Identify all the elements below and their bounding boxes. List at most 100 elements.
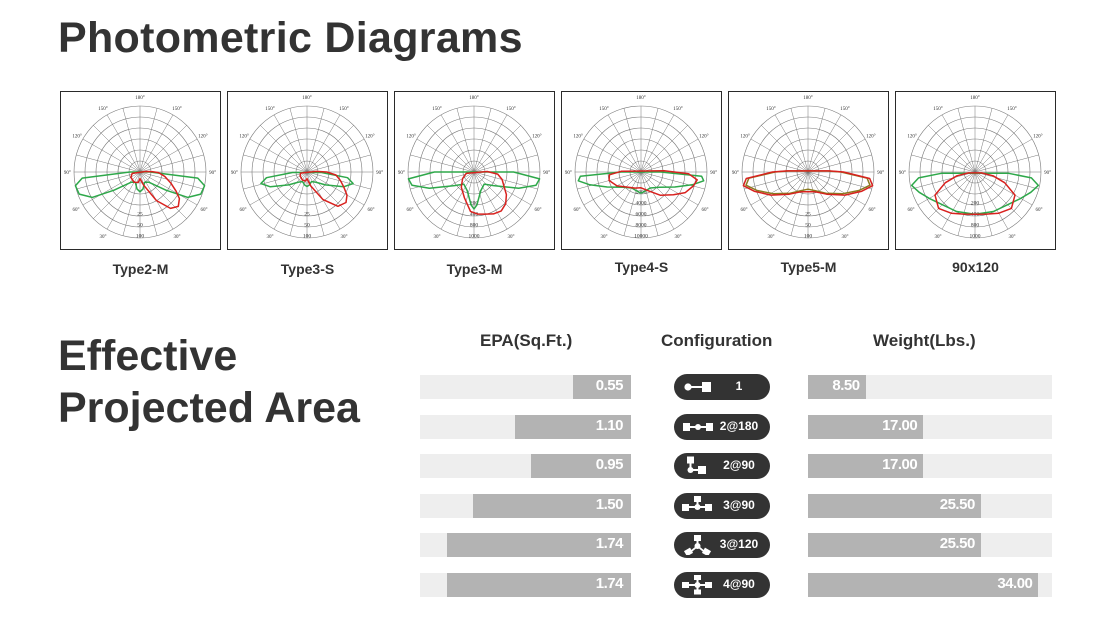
grid-spoke xyxy=(473,171,492,236)
grid-spoke xyxy=(607,114,642,173)
angle-label: 30° xyxy=(768,235,775,240)
angle-label: 150° xyxy=(766,107,776,112)
grid-spoke xyxy=(750,171,809,206)
grid-spoke xyxy=(139,154,204,173)
epa-bar: 1.74 xyxy=(447,572,631,597)
diagram-caption: Type5-M xyxy=(780,259,837,275)
grid-spoke xyxy=(640,125,688,173)
grid-spoke xyxy=(807,171,866,206)
grid-spoke xyxy=(473,154,538,173)
angle-label: 120° xyxy=(907,135,917,140)
radial-label: 25 xyxy=(137,212,143,218)
angle-label: 150° xyxy=(339,107,349,112)
angle-label: 60° xyxy=(368,208,375,213)
configuration-badge: 3@120 xyxy=(674,532,770,558)
diagram-type4-s: 180° 150° 150° 120° 120° 90° 90° 60° 60° 30° 30° 10… xyxy=(561,91,722,275)
radial-label: 10000 xyxy=(634,234,648,240)
epa-value: 0.55 xyxy=(595,377,624,394)
polar-chart: 180° 150° 150° 120° 120° 90° 90° 60° 60° 30° 30° 10… xyxy=(565,96,717,240)
grid-spoke xyxy=(640,171,699,206)
polar-grid xyxy=(73,105,207,239)
grid-spoke xyxy=(473,171,532,206)
weight-value: 8.50 xyxy=(832,377,860,394)
section-title-line: Projected Area xyxy=(58,384,360,432)
grid-spoke xyxy=(640,171,659,236)
angle-label: 60° xyxy=(574,208,581,213)
diagram-frame: 180° 150° 150° 120° 120° 90° 90° 60° 60° 30° 30° 10… xyxy=(561,91,722,250)
polar-chart: 180° 150° 150° 120° 120° 90° 90° 60° 60° 30° 30° 10… xyxy=(899,96,1051,240)
weight-bar-track: 17.00 xyxy=(808,454,1052,478)
angle-label: 120° xyxy=(72,135,82,140)
grid-spoke xyxy=(306,171,354,219)
polar-chart: 180° 150° 150° 120° 120° 90° 90° 60° 60° 30° 30° 10… xyxy=(398,96,550,240)
grid-spoke xyxy=(774,114,809,173)
grid-spoke xyxy=(306,171,365,206)
grid-spoke xyxy=(957,108,976,173)
grid-spoke xyxy=(640,171,675,230)
radial-label: 100 xyxy=(804,234,813,240)
section-title: Effective Projected Area xyxy=(58,330,360,434)
section-title-line: Effective xyxy=(58,332,238,380)
angle-label: 180° xyxy=(302,96,312,101)
weight-bar: 8.50 xyxy=(808,375,866,399)
grid-spoke xyxy=(974,171,1033,206)
grid-spoke xyxy=(306,125,354,173)
red-curve xyxy=(742,170,874,196)
angle-label: 30° xyxy=(675,235,682,240)
grid-spoke xyxy=(473,171,508,230)
diagram-frame: 180° 150° 150° 120° 120° 90° 90° 60° 60° 30° 30° 10… xyxy=(728,91,889,250)
grid-spoke xyxy=(974,171,993,236)
diagram-type2-m: 180° 150° 150° 120° 120° 90° 90° 60° 60° 30° 30° 10… xyxy=(60,91,221,277)
grid-spoke xyxy=(473,138,532,173)
grid-spoke xyxy=(807,171,855,219)
polar-chart: 180° 150° 150° 120° 120° 90° 90° 60° 60° 30° 30° 10… xyxy=(64,96,216,240)
angle-label: 60° xyxy=(535,208,542,213)
green-curve xyxy=(260,171,354,188)
grid-spoke xyxy=(640,114,675,173)
diagram-type3-s: 180° 150° 150° 120° 120° 90° 90° 60° 60° 30° 30° 10… xyxy=(227,91,388,277)
configuration-badge: 2@90 xyxy=(674,453,770,479)
angle-label: 120° xyxy=(740,135,750,140)
angle-label: 30° xyxy=(1009,235,1016,240)
configuration-badge: 3@90 xyxy=(674,492,770,519)
configuration-label: 2@180 xyxy=(719,418,759,433)
angle-label: 180° xyxy=(803,96,813,101)
epa-bar: 0.95 xyxy=(530,454,631,478)
grid-spoke xyxy=(941,114,976,173)
grid-spoke xyxy=(273,114,308,173)
grid-spoke xyxy=(243,154,308,173)
angle-label: 30° xyxy=(601,235,608,240)
grid-spoke xyxy=(744,154,809,173)
grid-spoke xyxy=(640,171,705,190)
grid-spoke xyxy=(416,171,475,206)
grid-spoke xyxy=(473,114,508,173)
grid-spoke xyxy=(440,171,475,230)
diagram-type5-m: 180° 150° 150° 120° 120° 90° 90° 60° 60° 30° 30° 10… xyxy=(728,91,889,275)
grid-spoke xyxy=(139,171,204,190)
grid-spoke xyxy=(807,171,872,190)
epa-bar-track: 1.10 xyxy=(420,414,631,439)
polar-grid xyxy=(407,105,541,239)
grid-spoke xyxy=(473,171,521,219)
epa-bar: 1.50 xyxy=(472,493,631,518)
weight-value: 17.00 xyxy=(882,456,918,473)
grid-spoke xyxy=(957,171,976,236)
grid-spoke xyxy=(974,138,1033,173)
angle-label: 90° xyxy=(543,171,550,176)
grid-spoke xyxy=(974,171,1009,230)
grid-spoke xyxy=(761,171,809,219)
grid-spoke xyxy=(911,171,976,190)
grid-spoke xyxy=(790,171,809,236)
radial-label: 200 xyxy=(971,201,980,207)
grid-spoke xyxy=(93,125,141,173)
angle-label: 90° xyxy=(877,171,884,176)
red-curve xyxy=(130,170,181,210)
grid-spoke xyxy=(427,171,475,219)
angle-label: 120° xyxy=(573,135,583,140)
page-title: Photometric Diagrams xyxy=(58,14,523,62)
angle-label: 120° xyxy=(406,135,416,140)
diagram-type3-m: 180° 150° 150° 120° 120° 90° 90° 60° 60° 30° 30° 10… xyxy=(394,91,555,277)
epa-bar-track: 1.74 xyxy=(420,533,631,557)
grid-spoke xyxy=(289,108,308,173)
three-arms-90-icon xyxy=(682,495,714,516)
